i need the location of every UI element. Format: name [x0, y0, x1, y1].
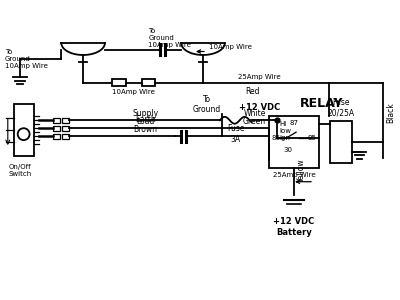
Text: 86: 86 [272, 135, 281, 141]
Text: To
Ground
10Amp Wire: To Ground 10Amp Wire [148, 28, 191, 48]
Text: Supply: Supply [132, 109, 158, 118]
Bar [62, 126, 69, 131]
Text: 25Amp Wire: 25Amp Wire [238, 74, 281, 80]
Text: +12 VDC
Battery: +12 VDC Battery [274, 218, 315, 237]
Text: Hi
low
ign: Hi low ign [279, 121, 291, 141]
Text: Green: Green [243, 117, 266, 126]
Bar [62, 134, 69, 139]
Text: 10Amp Wire: 10Amp Wire [112, 88, 155, 94]
Text: Earth
Brown: Earth Brown [134, 115, 158, 134]
Bar [53, 118, 60, 123]
Bar [53, 126, 60, 131]
Text: Fuse
20/25A: Fuse 20/25A [327, 98, 354, 117]
Text: White: White [243, 109, 266, 118]
Text: RELAY: RELAY [300, 98, 344, 110]
Text: Black: Black [386, 102, 395, 123]
Text: To
Ground
10Amp Wire: To Ground 10Amp Wire [5, 50, 48, 69]
Bar [142, 79, 156, 86]
Bar [330, 121, 352, 163]
Bar [269, 116, 319, 168]
Bar [112, 79, 126, 86]
Text: Yellow: Yellow [297, 158, 306, 181]
Text: 85: 85 [308, 135, 316, 141]
Text: +12 VDC: +12 VDC [239, 103, 280, 112]
Text: Load: Load [136, 117, 155, 126]
Bar [62, 118, 69, 123]
Text: On/Off
Switch: On/Off Switch [9, 164, 32, 177]
Text: 10Amp Wire: 10Amp Wire [209, 44, 252, 50]
Text: 87: 87 [290, 120, 299, 126]
Text: Red: Red [245, 87, 260, 96]
Text: To
Ground: To Ground [193, 95, 221, 114]
Text: 30: 30 [284, 147, 293, 153]
Text: Fuse
3A: Fuse 3A [227, 124, 244, 144]
Bar [53, 134, 60, 139]
Text: 25Amp Wire: 25Amp Wire [273, 172, 316, 178]
Bar [14, 104, 34, 156]
